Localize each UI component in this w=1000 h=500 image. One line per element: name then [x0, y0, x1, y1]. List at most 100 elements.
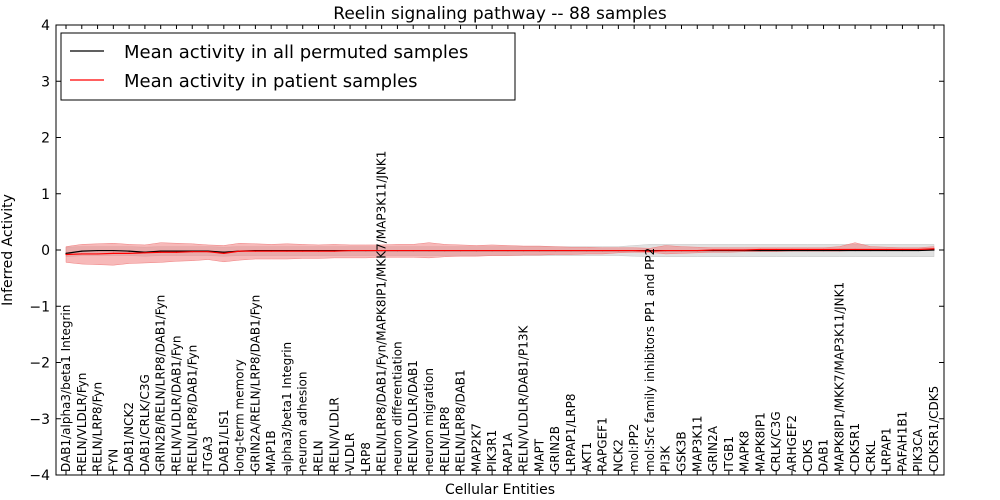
x-tick-label: CDK5 [801, 439, 815, 472]
y-tick-label: −2 [29, 356, 50, 372]
data-point [507, 249, 509, 252]
data-point [112, 252, 114, 254]
x-tick-label: RELN/LRP8/Fyn [91, 382, 105, 472]
data-point [302, 250, 304, 252]
x-tick-label: RELN/VLDLR [327, 397, 341, 472]
x-tick-label: DAB1/NCK2 [122, 402, 136, 472]
x-tick-label: CRLK/C3G [769, 411, 783, 472]
data-point [791, 248, 793, 251]
data-point [81, 253, 83, 255]
data-point [649, 250, 651, 252]
data-point [917, 249, 919, 252]
y-axis-label: Inferred Activity [0, 194, 16, 306]
y-tick-label: 1 [41, 187, 50, 203]
x-axis-label: Cellular Entities [445, 482, 555, 498]
data-point [144, 252, 146, 254]
x-tick-label: ARHGEF2 [785, 415, 799, 472]
x-tick-label: neuron adhesion [296, 371, 310, 472]
data-point [396, 249, 399, 252]
chart-title: Reelin signaling pathway -- 88 samples [333, 4, 667, 24]
data-point [601, 249, 604, 252]
x-tick-label: neuron differentiation [390, 341, 404, 472]
x-tick-label: DAB1 [817, 439, 831, 472]
data-point [838, 248, 840, 251]
series-layer [65, 248, 935, 256]
x-tick-label: DAB1/alpha3/beta1 Integrin [59, 305, 73, 472]
y-tick-label: −1 [29, 299, 50, 315]
x-tick-label: RELN/LRP8 [438, 406, 452, 472]
x-tick-label: DAB1/LIS1 [217, 409, 231, 472]
data-point [333, 250, 335, 252]
data-point [933, 248, 935, 250]
x-tick-label: MAPK8 [738, 431, 752, 472]
data-point [854, 249, 856, 252]
data-point [744, 249, 746, 251]
y-tick-label: 2 [41, 131, 50, 147]
data-point [81, 250, 83, 252]
data-point [791, 249, 793, 252]
data-point [317, 250, 320, 252]
data-point [381, 249, 383, 252]
x-tick-label: RAPGEF1 [596, 417, 610, 472]
x-tick-label: CDK5R1 [848, 423, 862, 472]
data-point [270, 250, 272, 252]
x-tick-label: DAB1/CRLK/C3G [138, 374, 152, 472]
data-point [870, 249, 872, 252]
data-point [239, 250, 241, 252]
data-point [349, 249, 351, 252]
data-point [254, 250, 256, 252]
data-point [175, 250, 178, 252]
data-point [807, 249, 809, 252]
data-point [223, 252, 225, 254]
x-tick-label: MAPK8IP1/MKK7/MAP3K11/JNK1 [832, 282, 846, 472]
x-tick-label: MAP2K7 [469, 423, 483, 472]
data-point [523, 249, 525, 252]
x-tick-label: RELN/LRP8/DAB1 [454, 369, 468, 472]
x-tick-label: RELN/VLDLR/DAB1/P13K [517, 325, 531, 472]
series-line-patient [65, 248, 935, 256]
data-point [459, 249, 462, 252]
y-tick-label: −4 [29, 468, 50, 484]
data-point [65, 252, 67, 254]
x-tick-label: PI3K [659, 445, 673, 472]
data-point [444, 249, 446, 252]
y-tick-label: 3 [41, 74, 50, 90]
data-point [870, 248, 872, 251]
legend: Mean activity in all permuted samples Me… [60, 32, 516, 101]
data-point [128, 250, 130, 252]
data-point [822, 248, 825, 251]
x-tick-label: ITGA3 [201, 436, 215, 472]
x-tick-label: CRKL [864, 440, 878, 472]
x-tick-label: mol:Src family inhibitors PP1 and PP2 [643, 248, 657, 472]
data-point [807, 248, 809, 251]
data-point [65, 253, 67, 256]
legend-label-patient: Mean activity in patient samples [124, 71, 418, 92]
data-point [554, 249, 556, 252]
data-point [901, 249, 904, 252]
data-point [428, 249, 430, 252]
data-point [160, 250, 162, 252]
data-point [775, 248, 777, 251]
x-tick-label: MAP3K11 [690, 415, 704, 472]
data-point [712, 249, 714, 251]
x-tick-label: RELN [312, 440, 326, 472]
data-point [901, 248, 904, 251]
legend-label-permuted: Mean activity in all permuted samples [124, 42, 468, 63]
legend-box [60, 32, 516, 101]
x-tick-label: PIK3R1 [485, 430, 499, 472]
data-point [475, 249, 477, 252]
data-point [570, 249, 572, 252]
x-tick-label: GRIN2A [706, 425, 720, 472]
data-point [759, 249, 762, 252]
y-tick-label: 0 [41, 243, 50, 259]
data-point [854, 248, 856, 251]
x-axis: DAB1/alpha3/beta1 Integrin RELN/VLDLR/Fyn… [59, 25, 941, 475]
data-point [933, 249, 935, 251]
y-axis: 4 3 2 1 0 −1 −2 −3 −4 [29, 18, 944, 484]
x-tick-label: GRIN2B [548, 426, 562, 472]
y-tick-label: −3 [29, 412, 50, 428]
data-point [586, 249, 588, 252]
x-tick-label: LRPAP1 [880, 427, 894, 472]
data-point [838, 249, 840, 252]
